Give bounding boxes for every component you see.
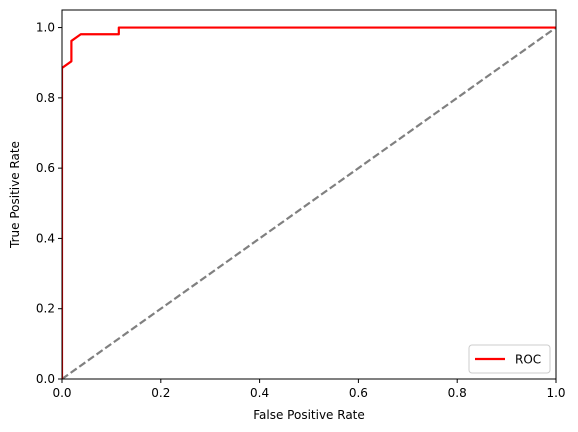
x-tick-label: 1.0 [546, 386, 565, 400]
legend: ROC [468, 344, 551, 374]
y-axis-ticks: 0.0 0.2 0.4 0.6 0.8 1.0 [36, 21, 62, 386]
y-axis-label: True Positive Rate [8, 141, 22, 249]
x-tick-label: 0.0 [52, 386, 71, 400]
y-tick-label: 0.8 [36, 91, 55, 105]
series-layer [62, 26, 556, 379]
y-tick-label: 1.0 [36, 21, 55, 35]
x-axis-label: False Positive Rate [253, 408, 365, 422]
legend-roc-label: ROC [515, 353, 541, 367]
y-tick-label: 0.4 [36, 231, 55, 245]
x-tick-label: 0.2 [151, 386, 170, 400]
plot-area-frame [61, 9, 557, 380]
legend-box [468, 344, 551, 374]
x-tick-label: 0.6 [349, 386, 368, 400]
x-tick-label: 0.4 [250, 386, 269, 400]
y-tick-label: 0.0 [36, 372, 55, 386]
y-tick-label: 0.6 [36, 161, 55, 175]
x-axis-ticks: 0.0 0.2 0.4 0.6 0.8 1.0 [52, 379, 566, 400]
roc-curve-line [62, 26, 556, 379]
y-tick-label: 0.2 [36, 302, 55, 316]
x-tick-label: 0.8 [448, 386, 467, 400]
chance-diagonal-line [62, 26, 556, 379]
